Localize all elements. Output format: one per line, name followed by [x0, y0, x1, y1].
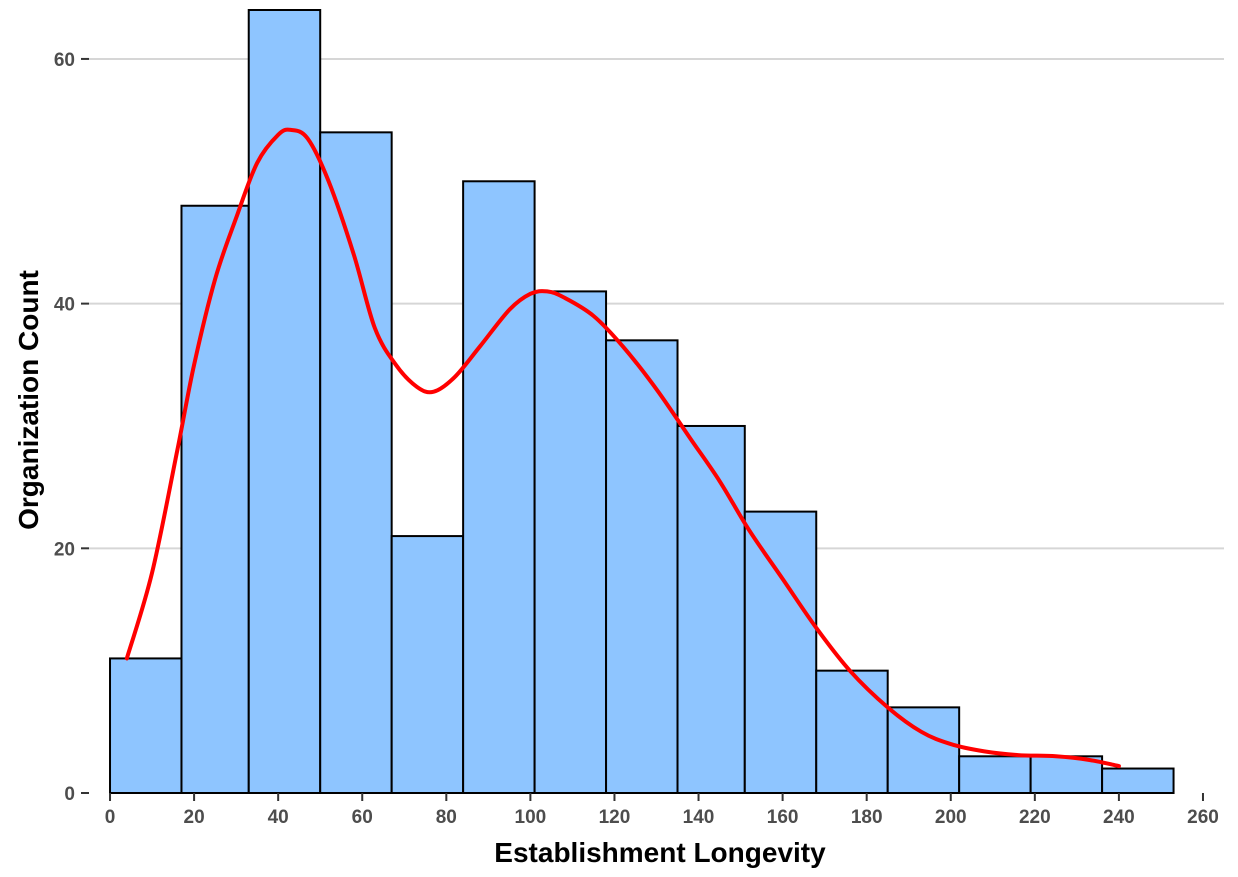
x-tick-label-180: 180	[851, 807, 883, 828]
histogram-bar-13	[1029, 755, 1104, 794]
histogram-bar-8	[676, 424, 746, 794]
x-tick-label-100: 100	[515, 807, 547, 828]
histogram-bar-5	[462, 180, 536, 794]
y-tick-label-0: 0	[64, 784, 75, 805]
histogram-bar-7	[605, 339, 679, 794]
histogram-bar-1	[180, 204, 250, 794]
density-curve	[124, 127, 1121, 769]
y-axis-title: Organization Count	[13, 270, 44, 530]
x-tick-label-220: 220	[1019, 807, 1051, 828]
histogram-bar-14	[1101, 767, 1175, 794]
x-tick-label-40: 40	[268, 807, 289, 828]
histogram-bar-3	[319, 131, 393, 794]
histogram-bar-12	[958, 755, 1032, 794]
x-tick-label-200: 200	[935, 807, 967, 828]
x-tick-label-120: 120	[599, 807, 631, 828]
x-tick-label-140: 140	[683, 807, 715, 828]
histogram-bar-6	[533, 290, 608, 794]
x-tick-label-0: 0	[105, 807, 116, 828]
x-axis-title: Establishment Longevity	[494, 837, 826, 868]
y-tick-label-20: 20	[54, 539, 75, 560]
y-tick-label-60: 60	[54, 50, 75, 71]
x-tick-label-240: 240	[1103, 807, 1135, 828]
axes: 0 20 40 60 80 100 120 140 160 180 200 220 240 260 0 20 4…	[54, 50, 1219, 828]
histogram-bar-10	[815, 669, 889, 794]
x-tick-label-260: 260	[1187, 807, 1219, 828]
histogram-bar-11	[886, 706, 961, 794]
x-tick-label-20: 20	[184, 807, 205, 828]
x-tick-label-60: 60	[352, 807, 373, 828]
density-curve-layer	[124, 127, 1121, 769]
histogram-bar-0	[109, 657, 183, 794]
histogram-bar-2	[247, 9, 322, 794]
y-tick-label-40: 40	[54, 295, 75, 316]
x-tick-label-80: 80	[436, 807, 457, 828]
histogram-bar-4	[390, 535, 465, 794]
histogram-bars	[109, 9, 1175, 794]
histogram-bar-9	[743, 510, 818, 794]
x-tick-label-160: 160	[767, 807, 799, 828]
